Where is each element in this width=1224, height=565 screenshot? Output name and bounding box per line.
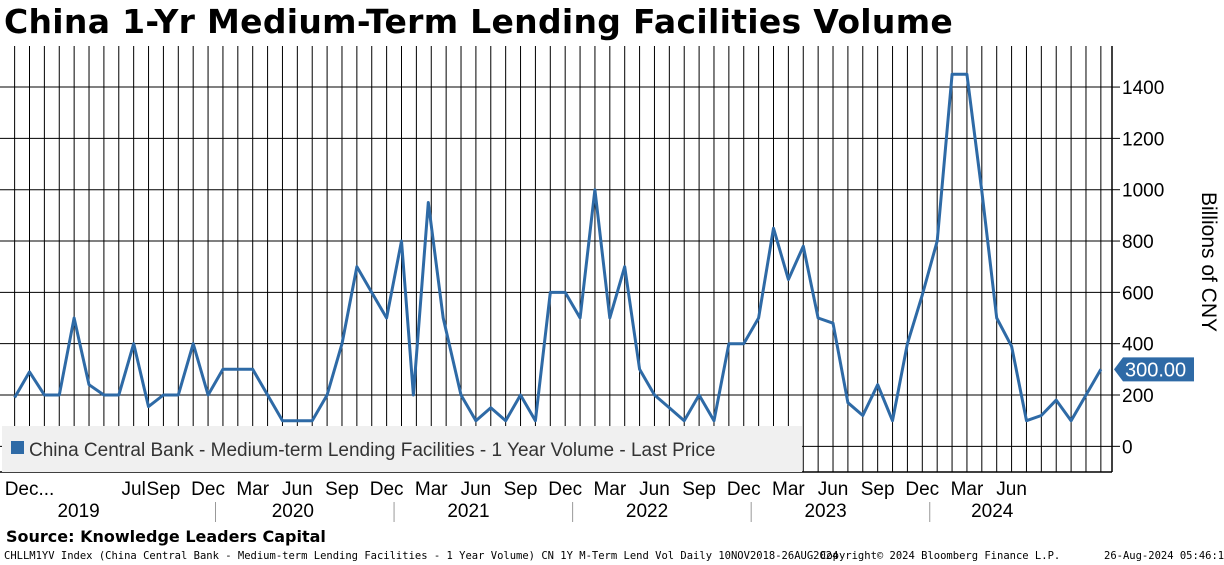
y-tick-label: 200: [1122, 386, 1154, 407]
series-line: [13, 72, 1103, 423]
y-tick-label: 600: [1122, 283, 1154, 304]
x-tick-label: Mar: [772, 479, 805, 500]
x-tick-label: Jun: [996, 479, 1027, 500]
chart-title: China 1-Yr Medium-Term Lending Facilitie…: [4, 2, 954, 41]
x-tick-label: Jun: [639, 479, 670, 500]
y-tick-label: 800: [1122, 232, 1154, 253]
x-tick-label: Sep: [147, 479, 181, 500]
footer-index-description: CHLLM1YV Index (China Central Bank - Med…: [4, 550, 839, 562]
x-axis-years: 2019 2020 2021 2022 2023 2024: [57, 501, 1014, 522]
legend-swatch: [11, 441, 24, 454]
y-tick-label: 1000: [1122, 181, 1164, 202]
legend-background: [2, 426, 802, 472]
year-label: 2020: [272, 501, 314, 522]
y-tick-label: 0: [1122, 437, 1133, 458]
last-value-label: 300.00: [1125, 359, 1186, 381]
x-tick-label: Dec: [905, 479, 939, 500]
x-tick-label: Jun: [461, 479, 492, 500]
footer-timestamp: 26-Aug-2024 05:46:19: [1104, 550, 1224, 562]
last-value-marker: 300.00: [1114, 357, 1194, 382]
x-tick-label: Sep: [504, 479, 538, 500]
x-tick-label: Mar: [593, 479, 626, 500]
footer-copyright: Copyright© 2024 Bloomberg Finance L.P.: [820, 550, 1061, 562]
y-axis-title: Billions of CNY: [1197, 192, 1220, 332]
x-axis-ticks: Dec... Jul Sep Dec Mar Jun Sep Dec Mar Jun Sep Dec M…: [5, 479, 1027, 500]
x-tick-label: Dec: [370, 479, 404, 500]
x-tick-label: Dec: [548, 479, 582, 500]
legend-label: China Central Bank - Medium-term Lending…: [29, 440, 715, 461]
x-tick-label: Dec: [191, 479, 225, 500]
legend: China Central Bank - Medium-term Lending…: [2, 426, 802, 472]
x-tick-label: Jul: [122, 479, 146, 500]
y-tick-label: 400: [1122, 335, 1154, 356]
year-label: 2019: [57, 501, 99, 522]
y-axis-ticks: 0 200 400 600 800 1000 1200 1400: [1112, 78, 1164, 458]
year-label: 2024: [971, 501, 1014, 522]
y-tick-label: 1400: [1122, 78, 1164, 99]
year-label: 2023: [804, 501, 846, 522]
vertical-gridlines: [14, 46, 1102, 472]
x-tick-label: Dec: [727, 479, 761, 500]
x-tick-label: Sep: [861, 479, 895, 500]
last-value-badge: [1114, 357, 1194, 382]
year-label: 2022: [626, 501, 668, 522]
y-tick-label: 1200: [1122, 129, 1164, 150]
x-tick-label: Jun: [818, 479, 849, 500]
source-note: Source: Knowledge Leaders Capital: [6, 527, 326, 546]
x-tick-label: Mar: [415, 479, 448, 500]
year-label: 2021: [447, 501, 489, 522]
x-tick-label: Jun: [282, 479, 313, 500]
x-tick-label: Mar: [236, 479, 269, 500]
x-tick-label: Mar: [951, 479, 984, 500]
x-tick-label: Sep: [682, 479, 716, 500]
x-tick-label: Sep: [325, 479, 359, 500]
x-tick-label: Dec...: [5, 479, 55, 500]
series: [13, 72, 1103, 423]
